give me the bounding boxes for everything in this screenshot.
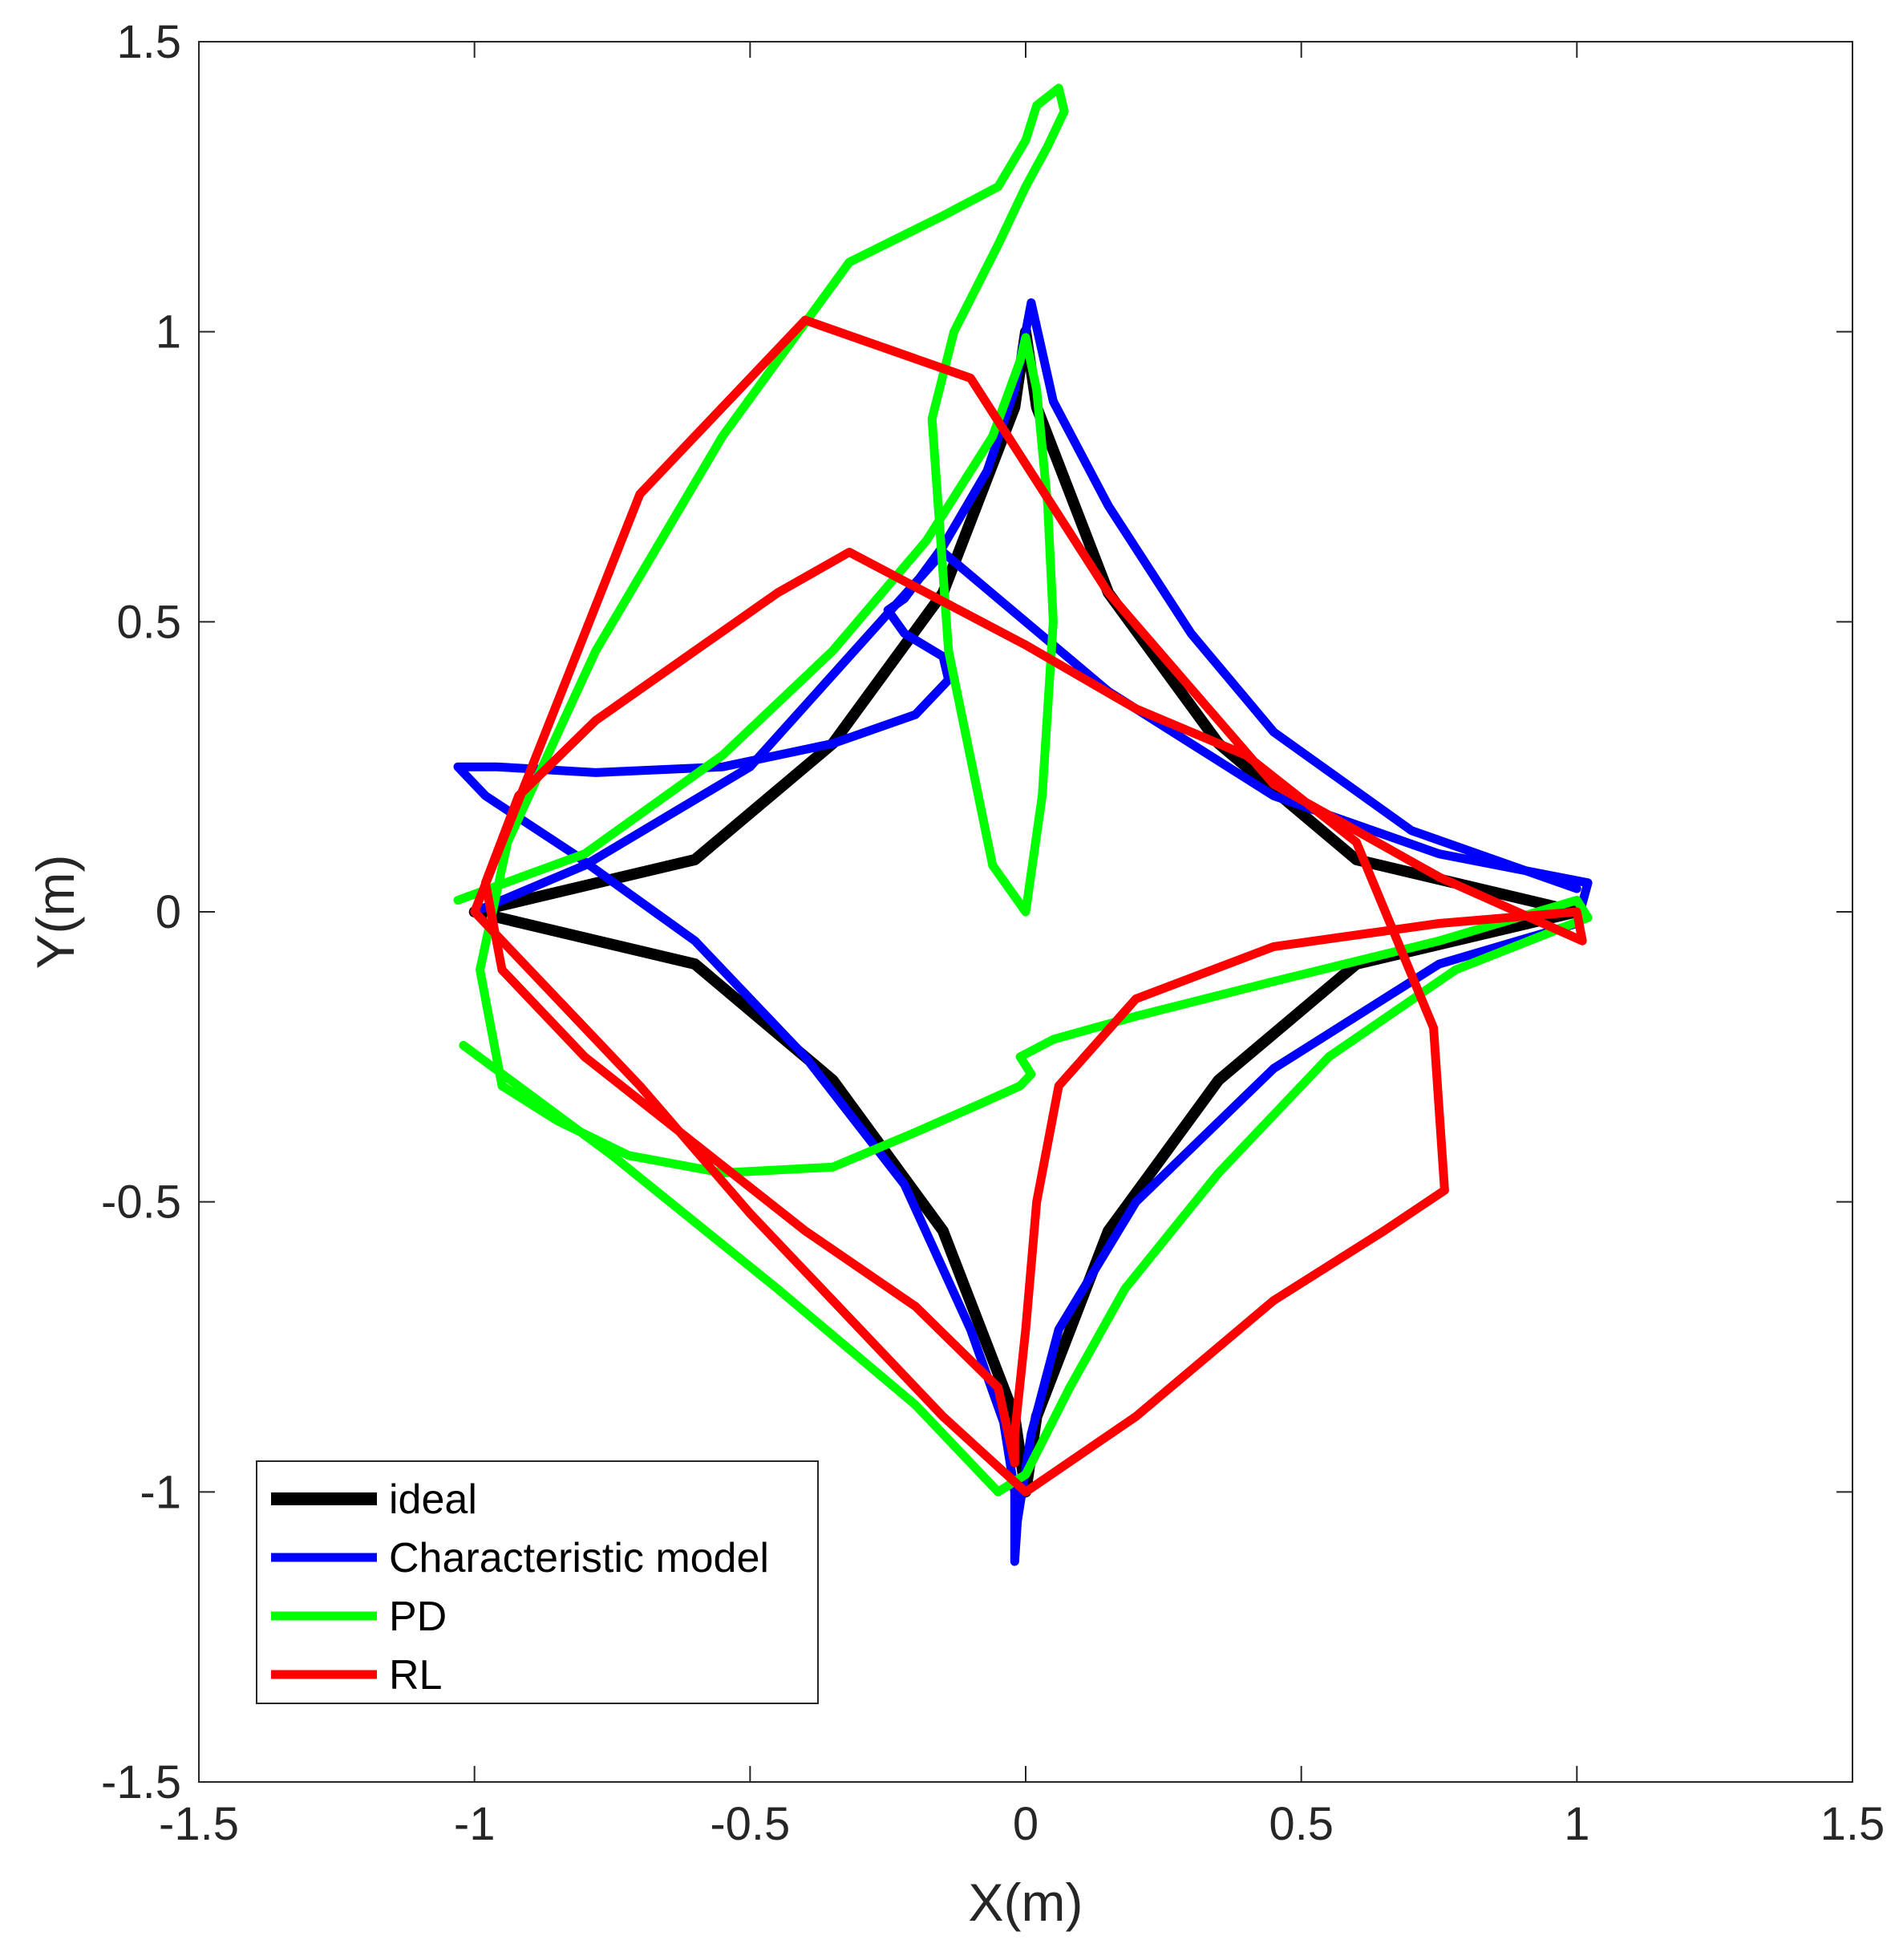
x-tick-label: -0.5 xyxy=(710,1798,790,1850)
x-tick-label: 1.5 xyxy=(1820,1798,1885,1850)
x-axis-title: X(m) xyxy=(969,1873,1083,1932)
x-tick-label: -1 xyxy=(454,1798,496,1850)
y-tick-label: 0.5 xyxy=(116,596,181,648)
legend-label: ideal xyxy=(389,1476,477,1523)
x-tick-label: -1.5 xyxy=(159,1798,239,1850)
y-tick-label: -1.5 xyxy=(101,1756,181,1808)
x-tick-label: 0 xyxy=(1013,1798,1039,1850)
ticks-layer: -1.5 -1 -0.5 0 0.5 1 1.5 -1.5 -1 -0.5 0 0.5 1 1.5 xyxy=(101,16,1885,1850)
y-axis-title: Y(m) xyxy=(26,855,85,970)
x-tick-label: 1 xyxy=(1564,1798,1589,1850)
y-tick-label: 0 xyxy=(156,886,181,938)
y-tick-label: -1 xyxy=(140,1466,181,1518)
legend-label: PD xyxy=(389,1594,447,1640)
legend-label: RL xyxy=(389,1652,442,1699)
x-tick-label: 0.5 xyxy=(1269,1798,1334,1850)
series-line-rl xyxy=(470,315,1587,1496)
legend: ideal Characteristic model PD RL xyxy=(256,1460,819,1704)
y-tick-label: -0.5 xyxy=(101,1176,181,1229)
y-tick-label: 1 xyxy=(156,306,181,358)
y-tick-label: 1.5 xyxy=(116,16,181,68)
series-layer xyxy=(453,83,1593,1566)
series-line-pd xyxy=(453,83,1593,1496)
legend-label: Characteristic model xyxy=(389,1535,769,1581)
